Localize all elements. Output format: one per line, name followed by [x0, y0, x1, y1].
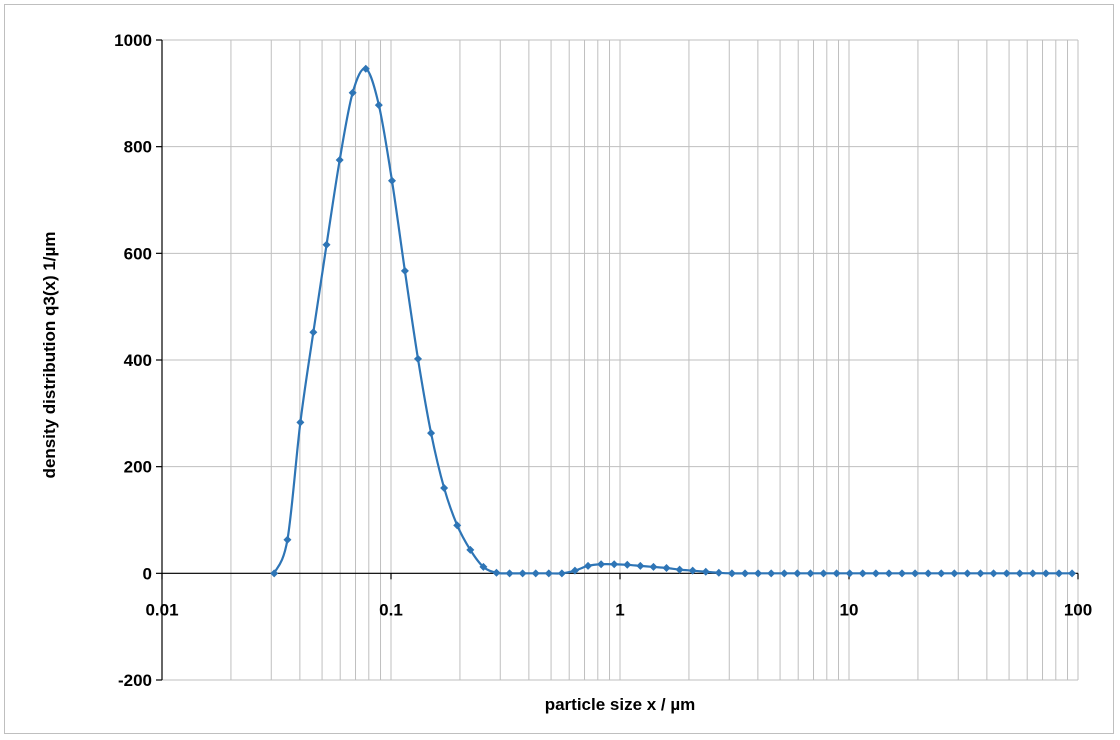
data-point	[727, 569, 736, 578]
data-point	[440, 484, 449, 492]
data-point	[845, 569, 854, 578]
data-point	[270, 569, 279, 578]
y-tick-label: 400	[124, 351, 152, 370]
data-point	[387, 176, 396, 185]
data-point	[819, 569, 828, 578]
data-point	[780, 569, 789, 578]
data-point	[649, 562, 658, 571]
data-point	[924, 569, 933, 578]
data-point	[1054, 569, 1063, 578]
data-point	[505, 569, 514, 578]
data-point	[414, 354, 423, 363]
data-point	[1002, 569, 1011, 578]
y-tick-label: -200	[118, 671, 152, 690]
data-point	[675, 565, 684, 574]
data-point	[283, 535, 292, 544]
chart-svg: particle size x / µm density distributio…	[40, 31, 1092, 714]
data-point	[309, 328, 318, 337]
data-point	[989, 569, 998, 578]
data-point	[518, 569, 527, 578]
data-point	[741, 569, 750, 578]
data-point	[466, 545, 475, 554]
y-tick-label: 1000	[114, 31, 152, 50]
y-tick-label: 0	[143, 564, 152, 583]
data-point	[884, 569, 893, 578]
data-point	[492, 568, 501, 577]
data-point	[1041, 569, 1050, 578]
x-tick-label: 100	[1064, 600, 1092, 619]
data-point	[858, 569, 867, 578]
data-point	[531, 569, 540, 578]
data-point	[898, 569, 907, 578]
data-point	[623, 560, 632, 569]
data-point	[1068, 569, 1077, 578]
data-point	[348, 88, 357, 97]
data-point	[714, 568, 723, 577]
data-point	[701, 567, 710, 576]
data-point	[754, 569, 763, 578]
data-point	[597, 560, 606, 569]
data-point	[767, 569, 776, 578]
y-tick-label: 600	[124, 244, 152, 263]
x-tick-label: 0.1	[379, 600, 403, 619]
chart-frame: particle size x / µm density distributio…	[4, 4, 1114, 734]
data-point	[662, 564, 671, 572]
data-point	[793, 569, 802, 578]
x-tick-label: 0.01	[145, 600, 178, 619]
data-point	[335, 156, 344, 164]
data-point	[400, 266, 409, 275]
y-tick-label: 200	[124, 458, 152, 477]
data-point	[296, 418, 305, 427]
series-layer	[270, 64, 1077, 578]
data-point	[584, 561, 593, 570]
y-tick-label: 800	[124, 138, 152, 157]
data-point	[453, 521, 462, 530]
data-point	[806, 569, 815, 578]
data-point	[832, 569, 841, 578]
data-point	[570, 566, 579, 575]
data-point	[557, 569, 566, 578]
x-tick-label: 1	[615, 600, 624, 619]
data-point	[427, 429, 436, 438]
data-point	[544, 569, 553, 578]
data-point	[950, 569, 959, 578]
series-line	[273, 67, 1073, 575]
data-point	[479, 562, 488, 571]
x-axis-title: particle size x / µm	[545, 695, 696, 714]
data-point	[610, 560, 619, 569]
grid-layer	[161, 39, 1079, 681]
x-tick-label: 10	[840, 600, 859, 619]
data-point	[361, 64, 370, 73]
data-point	[976, 569, 985, 578]
data-point	[1015, 569, 1024, 578]
data-point	[322, 240, 331, 249]
label-layer: particle size x / µm density distributio…	[40, 31, 1092, 714]
data-point	[937, 569, 946, 578]
data-point	[636, 561, 645, 570]
data-point	[963, 569, 972, 578]
data-point	[688, 566, 697, 575]
y-axis-title: density distribution q3(x) 1/µm	[40, 232, 59, 479]
data-point	[871, 569, 880, 578]
data-point	[374, 101, 383, 110]
data-point	[911, 569, 920, 578]
data-point	[1028, 569, 1037, 578]
